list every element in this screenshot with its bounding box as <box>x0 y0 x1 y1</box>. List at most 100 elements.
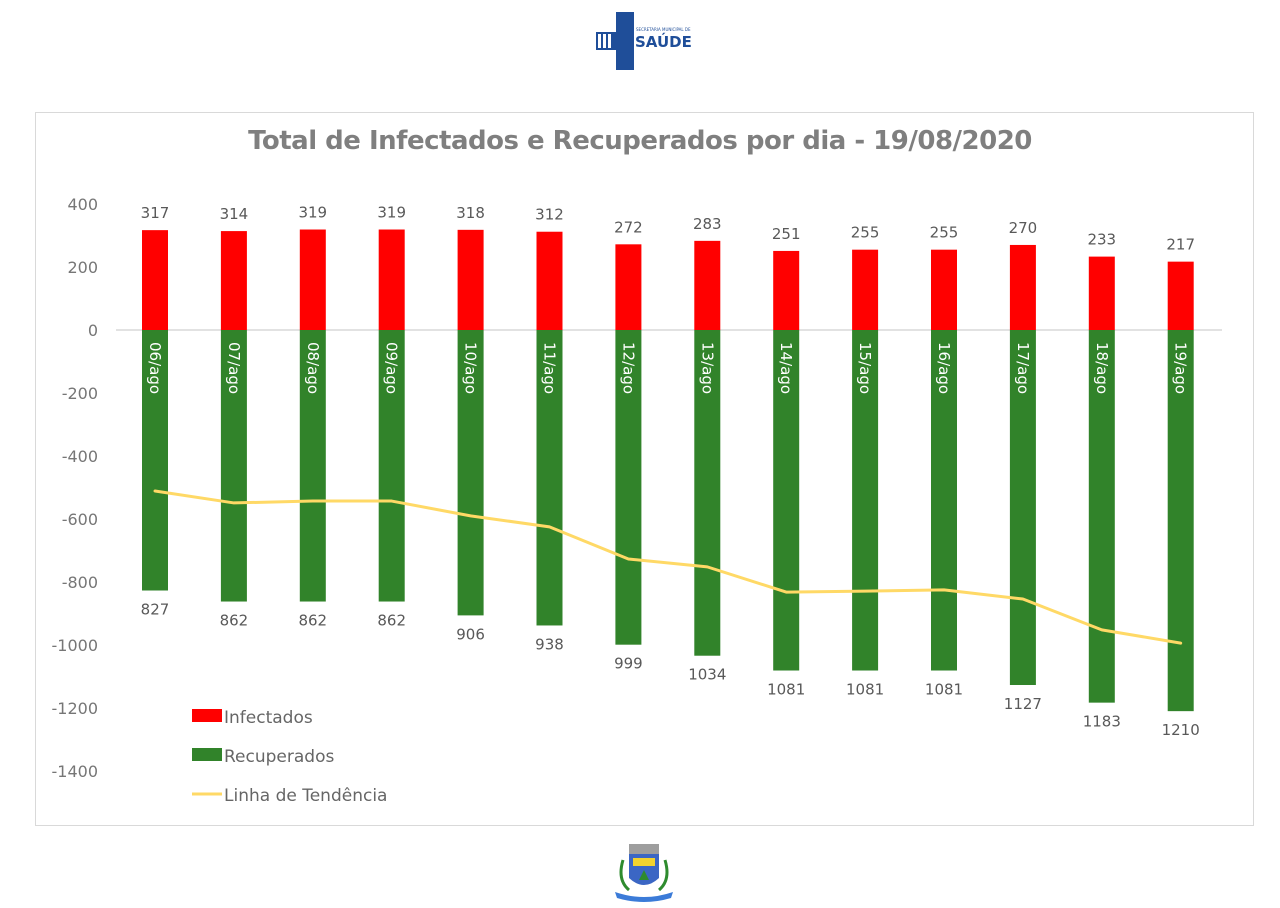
data-label-recuperados: 827 <box>141 601 170 619</box>
data-label-infectados: 318 <box>456 204 485 222</box>
data-label-infectados: 217 <box>1166 236 1195 254</box>
bar-infectados <box>615 244 642 330</box>
data-label-infectados: 314 <box>220 205 249 223</box>
legend-swatch <box>192 748 222 761</box>
y-tick-label: -600 <box>62 510 98 529</box>
legend-item: Linha de Tendência <box>192 786 387 806</box>
data-label-recuperados: 1081 <box>767 681 805 699</box>
category-label: 15/ago <box>856 342 874 394</box>
bar-infectados <box>852 249 879 330</box>
category-label: 16/ago <box>935 342 953 394</box>
y-tick-label: -400 <box>62 447 98 466</box>
category-label: 13/ago <box>698 342 716 394</box>
data-label-infectados: 319 <box>377 204 406 222</box>
data-label-recuperados: 999 <box>614 655 643 673</box>
data-label-infectados: 317 <box>141 204 170 222</box>
category-label: 14/ago <box>777 342 795 394</box>
bar-recuperados <box>1088 330 1115 703</box>
bar-recuperados <box>931 330 957 671</box>
category-label: 11/ago <box>541 342 559 394</box>
logo-big-text: SAÚDE <box>635 32 692 51</box>
bar-infectados <box>773 250 800 330</box>
category-label: 09/ago <box>383 342 401 394</box>
category-label: 12/ago <box>619 342 637 394</box>
data-label-infectados: 272 <box>614 218 643 236</box>
category-label: 19/ago <box>1172 342 1190 394</box>
y-tick-label: -800 <box>62 573 98 592</box>
data-label-recuperados: 1034 <box>688 666 726 684</box>
bar-infectados <box>378 229 405 330</box>
bar-recuperados <box>773 330 800 671</box>
data-label-recuperados: 862 <box>298 612 327 630</box>
y-tick-label: -1400 <box>52 762 99 781</box>
bar-infectados <box>142 230 168 330</box>
data-label-infectados: 251 <box>772 225 801 243</box>
data-label-infectados: 312 <box>535 206 564 224</box>
legend-label: Recuperados <box>224 747 334 767</box>
y-tick-label: -1200 <box>52 699 99 718</box>
category-label: 08/ago <box>304 342 322 394</box>
chart-title: Total de Infectados e Recuperados por di… <box>248 126 1032 156</box>
logo-small-text: SECRETARIA MUNICIPAL DE <box>636 27 691 32</box>
legend-item: Recuperados <box>192 747 334 767</box>
municipal-coat-of-arms-icon <box>615 844 673 902</box>
bar-recuperados <box>457 330 484 616</box>
data-label-infectados: 283 <box>693 215 722 233</box>
bar-infectados <box>536 231 563 330</box>
data-label-recuperados: 906 <box>456 625 485 643</box>
bar-infectados <box>1167 261 1194 330</box>
data-label-infectados: 270 <box>1009 219 1038 237</box>
bars <box>142 229 1194 712</box>
data-label-recuperados: 862 <box>220 612 249 630</box>
data-label-recuperados: 1183 <box>1083 713 1121 731</box>
data-label-infectados: 255 <box>930 224 959 242</box>
bar-recuperados <box>536 330 563 626</box>
bar-recuperados <box>852 330 879 671</box>
bar-recuperados <box>299 330 326 602</box>
bar-infectados <box>220 231 247 330</box>
data-label-recuperados: 1210 <box>1162 721 1200 739</box>
bar-infectados <box>457 229 484 330</box>
data-label-recuperados: 1127 <box>1004 695 1042 713</box>
data-label-recuperados: 862 <box>377 612 406 630</box>
bar-infectados <box>931 249 957 330</box>
y-tick-label: -200 <box>62 384 98 403</box>
bar-recuperados <box>1009 330 1036 686</box>
bar-recuperados <box>142 330 168 591</box>
bar-recuperados <box>694 330 721 656</box>
bar-infectados <box>299 229 326 330</box>
y-tick-label: -1000 <box>52 636 99 655</box>
trend-line-group <box>153 489 1183 645</box>
data-label-recuperados: 1081 <box>846 681 884 699</box>
legend-swatch <box>192 709 222 722</box>
category-label: 10/ago <box>462 342 480 394</box>
coat-of-arms-logo <box>615 844 673 902</box>
trend-line <box>153 489 1183 645</box>
data-label-recuperados: 938 <box>535 635 564 653</box>
data-labels: 317 827 06/ago 314 862 07/ago 319 862 08/ago 319 8… <box>141 204 1200 740</box>
data-label-recuperados: 1081 <box>925 681 963 699</box>
data-label-infectados: 255 <box>851 224 880 242</box>
y-tick-label: 0 <box>88 321 98 340</box>
legend-item: Infectados <box>192 708 313 728</box>
category-label: 06/ago <box>146 342 164 394</box>
bar-recuperados <box>378 330 405 602</box>
category-label: 07/ago <box>225 342 243 394</box>
legend-label: Linha de Tendência <box>224 786 387 806</box>
y-axis: 400 200 0 -200 -400 -600 -800 -1000 -1200 -1400 <box>52 195 99 781</box>
data-label-infectados: 233 <box>1087 231 1116 249</box>
bar-infectados <box>1088 256 1115 330</box>
saude-logo: SECRETARIA MUNICIPAL DE SAÚDE <box>596 12 692 70</box>
category-label: 17/ago <box>1014 342 1032 394</box>
category-label: 18/ago <box>1093 342 1111 394</box>
data-label-infectados: 319 <box>298 204 327 222</box>
bar-infectados <box>1009 244 1036 330</box>
y-tick-label: 200 <box>67 258 98 277</box>
bar-infectados <box>694 240 721 330</box>
y-tick-label: 400 <box>67 195 98 214</box>
bar-recuperados <box>220 330 247 602</box>
bar-recuperados <box>615 330 642 645</box>
bar-recuperados <box>1167 330 1194 712</box>
legend: Infectados Recuperados Linha de Tendência <box>192 708 387 806</box>
